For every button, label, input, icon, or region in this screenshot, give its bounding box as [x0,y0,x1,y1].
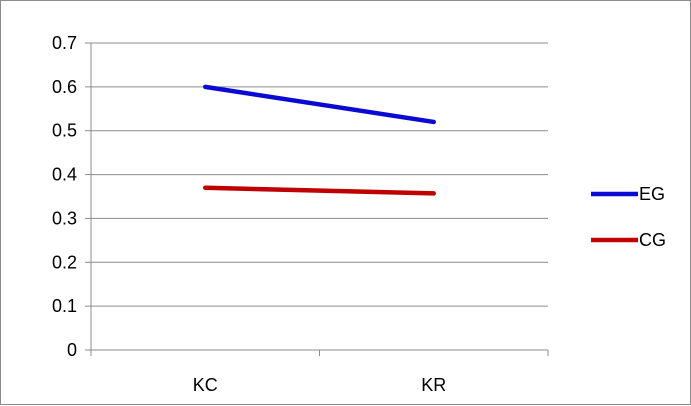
legend: EG CG [591,184,666,250]
y-tick-label: 0.5 [52,121,77,141]
legend-label-cg: CG [639,230,666,250]
legend-label-eg: EG [639,184,665,204]
gridlines [91,43,548,306]
y-tick-label: 0 [67,340,77,360]
x-tick-label: KC [193,375,218,395]
y-tick-label: 0.4 [52,165,77,185]
y-tick-label: 0.7 [52,33,77,53]
y-tick-label: 0.3 [52,208,77,228]
y-tick-label: 0.1 [52,296,77,316]
series-line-cg [205,188,434,194]
axes [85,43,548,356]
series-lines [205,87,434,194]
series-line-eg [205,87,434,122]
x-tick-label: KR [421,375,446,395]
y-tick-label: 0.2 [52,252,77,272]
y-tick-label: 0.6 [52,77,77,97]
